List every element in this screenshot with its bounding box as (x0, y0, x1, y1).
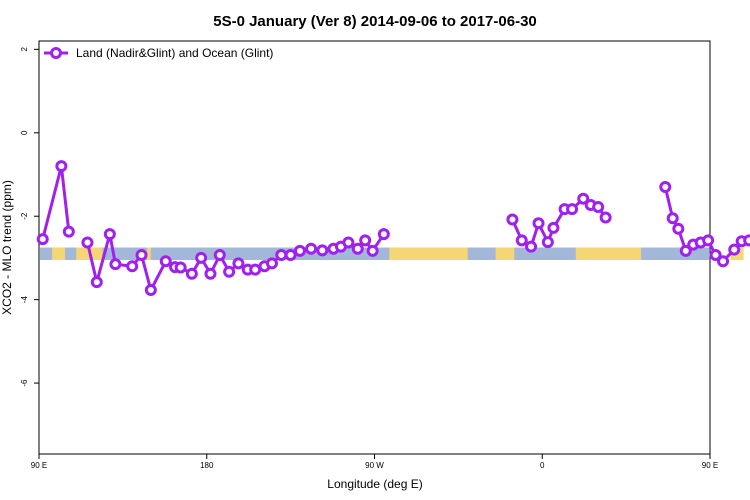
data-point (103, 228, 116, 241)
y-axis-label: XCO2 - MLO trend (ppm) (0, 180, 14, 315)
data-point (185, 267, 198, 280)
data-point (174, 261, 187, 274)
data-point (135, 249, 148, 262)
data-point (366, 244, 379, 257)
data-point (666, 212, 679, 225)
land-band-segment (575, 247, 642, 261)
data-point (532, 217, 545, 230)
data-point (249, 263, 262, 276)
data-point (90, 276, 103, 289)
data-point (109, 258, 122, 271)
data-point (316, 244, 329, 257)
data-point (566, 203, 579, 216)
data-point (144, 284, 157, 297)
data-point (204, 267, 217, 280)
series-layer (36, 160, 750, 297)
data-point (659, 181, 672, 194)
data-point (223, 265, 236, 278)
data-point (275, 249, 288, 262)
y-axis: 2 0 -2 -4 -6 (20, 47, 39, 387)
data-point (213, 249, 226, 262)
data-point (36, 233, 49, 246)
x-tick-label: 90 E (702, 461, 718, 470)
legend-marker-swatch (50, 47, 62, 59)
data-point (293, 244, 306, 257)
data-point (351, 242, 364, 255)
data-point (195, 251, 208, 264)
data-point (232, 257, 245, 270)
data-point (284, 249, 297, 262)
data-point (592, 201, 605, 214)
data-point (728, 243, 741, 256)
data-point (743, 234, 750, 247)
land-band-segment (52, 247, 66, 261)
data-point (709, 249, 722, 262)
x-tick-label: 180 (200, 461, 214, 470)
legend-label: Land (Nadir&Glint) and Ocean (Glint) (76, 46, 273, 60)
data-point (577, 192, 590, 205)
data-point (377, 228, 390, 241)
land-band-segment (734, 247, 744, 261)
data-point (81, 236, 94, 249)
land-band-segment (495, 247, 515, 261)
chart-title: 5S-0 January (Ver 8) 2014-09-06 to 2017-… (213, 13, 537, 30)
data-point (679, 244, 692, 257)
y-tick-label: -2 (20, 212, 29, 220)
data-point (265, 257, 278, 270)
data-point (599, 211, 612, 224)
data-point (359, 234, 372, 247)
data-point (541, 236, 554, 249)
data-point (62, 225, 75, 238)
legend: Land (Nadir&Glint) and Ocean (Glint) (44, 46, 273, 60)
data-point (342, 236, 355, 249)
y-tick-label: 2 (20, 47, 29, 52)
land-band-segment (389, 247, 468, 261)
data-point (525, 240, 538, 253)
y-tick-label: -4 (20, 296, 29, 304)
data-point (55, 160, 68, 173)
x-tick-label: 90 W (365, 461, 384, 470)
land-band-segment (147, 247, 151, 261)
data-point (702, 234, 715, 247)
x-axis-label: Longitude (deg E) (327, 477, 422, 491)
data-point (126, 260, 139, 273)
x-tick-label: 90 E (31, 461, 47, 470)
data-point (506, 213, 519, 226)
data-point (305, 242, 318, 255)
x-tick-label: 0 (540, 461, 545, 470)
data-point (159, 255, 172, 268)
data-point (717, 255, 730, 268)
y-tick-label: -6 (20, 379, 29, 387)
data-point (547, 221, 560, 234)
data-point (672, 222, 685, 235)
data-point (515, 234, 528, 247)
y-tick-label: 0 (20, 130, 29, 135)
